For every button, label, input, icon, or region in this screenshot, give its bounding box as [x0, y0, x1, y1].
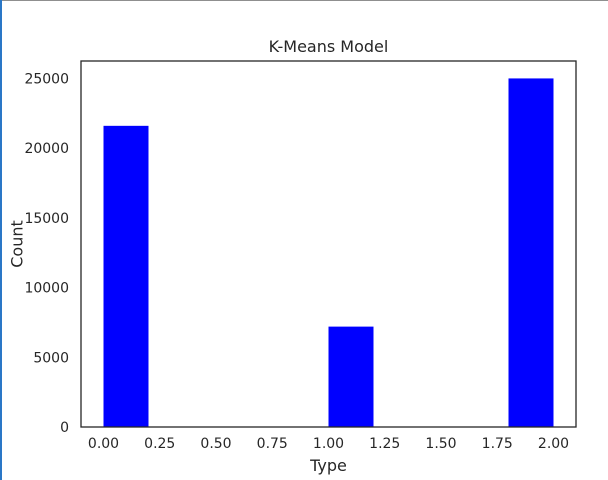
x-axis-ticks: 0.00 0.25 0.50 0.75 1.00 1.25 1.50 1.75 2.00 [88, 436, 569, 452]
plot-frame [80, 60, 577, 428]
y-tick-label: 15000 [24, 211, 69, 227]
x-tick-label: 1.75 [482, 436, 513, 452]
bar-0 [103, 125, 149, 427]
y-tick-label: 20000 [24, 141, 69, 157]
x-tick-label: 0.25 [144, 436, 175, 452]
bars-group [103, 78, 554, 427]
x-axis-title: Type [309, 456, 347, 475]
x-tick-label: 0.75 [257, 436, 288, 452]
chart-title: K-Means Model [269, 37, 389, 56]
x-tick-label: 1.00 [313, 436, 344, 452]
window-left-edge [0, 0, 2, 480]
y-axis-ticks: 0 5000 10000 15000 20000 25000 [24, 71, 69, 436]
y-tick-label: 10000 [24, 281, 69, 297]
x-tick-label: 0.00 [88, 436, 119, 452]
y-tick-label: 25000 [24, 71, 69, 87]
x-tick-label: 0.50 [200, 436, 231, 452]
y-tick-label: 0 [60, 420, 69, 436]
x-tick-label: 2.00 [538, 436, 569, 452]
x-tick-label: 1.50 [425, 436, 456, 452]
y-tick-label: 5000 [33, 350, 69, 366]
bar-2 [508, 78, 554, 427]
bar-1 [328, 326, 374, 427]
window-top-edge [0, 0, 608, 1]
y-axis-title: Count [8, 220, 27, 268]
x-tick-label: 1.25 [369, 436, 400, 452]
